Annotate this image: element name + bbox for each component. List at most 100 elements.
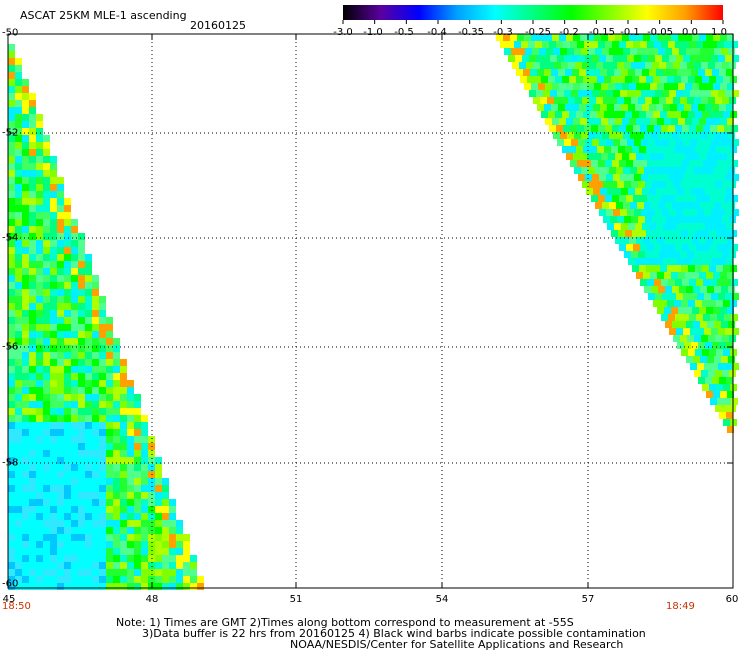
swath-cell xyxy=(8,324,15,331)
swath-cell xyxy=(64,380,71,387)
swath-cell xyxy=(612,195,619,202)
swath-cell xyxy=(64,345,71,352)
swath-cell xyxy=(694,335,701,342)
swath-cell xyxy=(625,111,632,118)
swath-cell xyxy=(43,289,50,296)
swath-cell xyxy=(169,534,176,541)
swath-cell xyxy=(631,97,638,104)
swath-cell xyxy=(531,83,538,90)
swath-cell xyxy=(99,422,106,429)
swath-cell xyxy=(645,97,652,104)
swath-cell xyxy=(85,429,92,436)
swath-cell xyxy=(685,34,692,41)
swath-cell xyxy=(634,174,641,181)
swath-cell xyxy=(669,293,676,300)
swath-cell xyxy=(678,118,685,125)
swath-cell xyxy=(676,174,683,181)
swath-cell xyxy=(707,132,714,139)
swath-cell xyxy=(78,436,85,443)
swath-cell xyxy=(176,562,183,569)
swath-cell xyxy=(141,436,148,443)
swath-cell xyxy=(698,258,705,265)
swath-cell xyxy=(15,352,22,359)
swath-cell xyxy=(57,331,64,338)
swath-cell xyxy=(620,90,627,97)
swath-cell xyxy=(551,69,558,76)
swath-cell xyxy=(176,548,183,555)
swath-cell xyxy=(704,55,711,62)
swath-cell xyxy=(696,279,703,286)
swath-cell xyxy=(71,471,78,478)
swath-cell xyxy=(700,321,707,328)
swath-cell xyxy=(78,310,85,317)
swath-cell xyxy=(85,555,92,562)
swath-cell xyxy=(43,247,50,254)
swath-cell xyxy=(8,191,15,198)
swath-cell xyxy=(85,296,92,303)
swath-cell xyxy=(148,506,155,513)
swath-cell xyxy=(569,146,576,153)
swath-cell xyxy=(57,373,64,380)
swath-cell xyxy=(92,415,99,422)
swath-cell xyxy=(155,513,162,520)
swath-cell xyxy=(718,328,725,335)
swath-cell xyxy=(8,513,15,520)
swath-cell xyxy=(586,104,593,111)
swath-cell xyxy=(57,569,64,576)
swath-cell xyxy=(85,422,92,429)
swath-cell xyxy=(578,55,585,62)
swath-cell xyxy=(688,111,695,118)
swath-cell xyxy=(120,373,127,380)
swath-cell xyxy=(29,464,36,471)
swath-cell xyxy=(602,132,609,139)
swath-cell xyxy=(727,153,734,160)
swath-cell xyxy=(635,223,642,230)
swath-cell xyxy=(43,464,50,471)
swath-cell xyxy=(57,261,64,268)
swath-cell xyxy=(605,41,612,48)
swath-cell xyxy=(120,401,127,408)
swath-cell xyxy=(15,93,22,100)
swath-cell xyxy=(36,548,43,555)
swath-cell xyxy=(29,527,36,534)
swath-cell xyxy=(92,338,99,345)
swath-cell xyxy=(127,492,134,499)
swath-cell xyxy=(671,153,678,160)
map-frame xyxy=(7,33,734,589)
swath-cell xyxy=(8,436,15,443)
swath-cell xyxy=(85,534,92,541)
swath-cell xyxy=(141,492,148,499)
swath-cell xyxy=(43,317,50,324)
swath-cell xyxy=(22,492,29,499)
swath-cell xyxy=(8,492,15,499)
swath-cell xyxy=(29,324,36,331)
swath-cell xyxy=(134,443,141,450)
swath-cell xyxy=(679,132,686,139)
swath-cell xyxy=(92,443,99,450)
swath-cell xyxy=(78,261,85,268)
swath-cell xyxy=(716,265,723,272)
swath-cell xyxy=(183,583,190,590)
swath-cell xyxy=(652,251,659,258)
swath-cell xyxy=(717,398,724,405)
swath-cell xyxy=(106,555,113,562)
swath-cell xyxy=(692,118,699,125)
swath-cell xyxy=(689,314,696,321)
swath-cell xyxy=(113,485,120,492)
swath-cell xyxy=(29,212,36,219)
swath-cell xyxy=(584,125,591,132)
swath-cell xyxy=(169,499,176,506)
swath-cell xyxy=(15,492,22,499)
swath-cell xyxy=(8,548,15,555)
swath-cell xyxy=(106,485,113,492)
swath-cell xyxy=(134,569,141,576)
swath-cell xyxy=(22,303,29,310)
swath-cell xyxy=(708,370,715,377)
swath-cell xyxy=(141,464,148,471)
swath-cell xyxy=(15,331,22,338)
swath-cell xyxy=(22,254,29,261)
swath-cell xyxy=(36,142,43,149)
swath-cell xyxy=(85,394,92,401)
swath-cell xyxy=(92,541,99,548)
swath-cell xyxy=(183,548,190,555)
